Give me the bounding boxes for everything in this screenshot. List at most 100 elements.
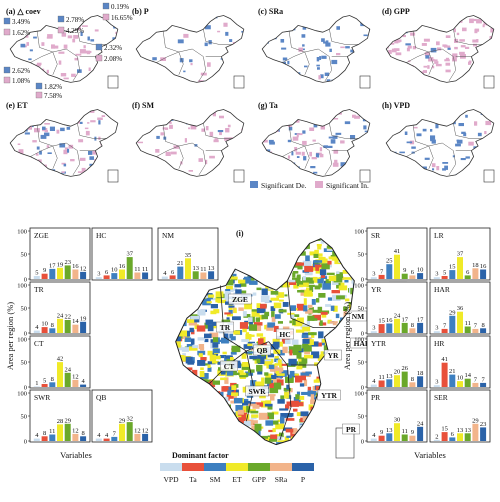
dominant-factor-cell [190,303,198,309]
map-cell [138,179,142,181]
dominant-factor-cell [307,238,312,243]
bar-gpp [64,265,71,279]
dominant-factor-cell [312,428,318,432]
map-cell [212,112,216,117]
dominant-factor-cell [224,294,229,301]
dominant-factor-cell [183,383,190,390]
dominant-factor-cell [273,302,282,309]
y-tick-label: 100 [354,391,364,398]
map-cell [331,59,338,65]
dominant-factor-cell [280,238,290,243]
dominant-factor-cell [325,449,329,456]
dominant-factor-cell [200,367,204,370]
bar-ta [41,384,48,387]
map-cell [46,69,49,74]
region-tag-har: HAR [354,339,371,348]
map-cell [393,118,398,121]
map-cell [40,134,47,139]
dominant-factor-cell [247,351,257,354]
dominant-factor-cell [248,451,256,454]
bar-value-label: 41 [441,356,448,363]
region-border [304,145,310,169]
map-cell [109,90,112,94]
map-cell [169,124,173,129]
dominant-factor-cell [190,398,194,405]
map-cell [94,29,99,32]
map-cell [99,75,102,78]
map-cell [34,173,38,177]
dominant-factor-cell [230,262,239,266]
region-border [428,51,434,75]
dominant-factor-cell [303,379,308,387]
map-cell [94,165,99,168]
percent-label: 7.58% [44,92,62,100]
map-cell [345,69,348,74]
dominant-factor-cell [264,377,272,384]
dominant-factor-cell [311,318,318,321]
map-cell [10,157,14,161]
dominant-factor-cell [357,402,364,408]
map-panel-7: (g) Ta [258,101,371,183]
bar-value-label: 4 [372,432,376,439]
dominant-factor-cell [224,420,230,423]
dominant-factor-cell [238,290,247,294]
dominant-factor-cell [270,434,278,440]
dominant-factor-cell [301,375,306,381]
dominant-factor-cell [273,282,282,287]
dominant-factor-cell [302,276,306,281]
map-cell [149,180,154,183]
map-cell [456,32,460,36]
bar-sm [49,382,56,387]
bar-sm [449,374,456,387]
map-cell [393,48,400,51]
map-cell [154,24,159,27]
map-cell [495,135,500,137]
map-cell [71,118,77,123]
map-cell [448,89,451,93]
dominant-factor-cell [175,394,181,401]
dominant-factor-cell [329,453,333,457]
bar-value-label: 16 [386,317,393,324]
dominant-factor-cell [291,251,298,259]
dominant-factor-cell [199,438,204,442]
map-cell [481,149,487,154]
map-cell [447,45,451,48]
dominant-factor-cell [242,311,247,317]
dominant-factor-cell [303,305,308,312]
dominant-factor-cell [320,360,327,366]
dominant-factor-cell [299,395,305,400]
dominant-factor-cell [248,262,255,265]
dominant-factor-cell [269,267,277,272]
dominant-factor-cell [324,415,329,421]
map-cell [152,57,157,61]
bar-vpd [433,385,440,387]
dominant-factor-cell [316,468,319,473]
map-cell [119,139,124,142]
bar-value-label: 29 [64,417,71,424]
bar-value-label: 3 [435,379,438,386]
map-cell [69,180,75,184]
map-cell [436,25,440,29]
dominant-factor-cell [264,441,272,445]
bar-value-label: 28 [57,418,64,425]
map-cell [463,75,469,78]
bar-value-label: 8 [43,430,46,437]
dominant-factor-cell [246,405,251,413]
bar-value-label: 12 [72,427,79,434]
bar-value-label: 8 [411,322,414,329]
dominant-factor-cell [308,304,313,308]
dominant-factor-cell [301,391,311,395]
increase-swatch [315,181,323,188]
map-cell [79,49,86,54]
map-cell [190,63,193,66]
map-cell [156,135,160,139]
dominant-factor-cell [320,429,329,437]
bar-ta [441,362,448,387]
map-cell [21,86,23,90]
dominant-factor-cell [205,445,213,448]
map-cell [119,84,125,87]
map-cell [386,59,389,64]
dominant-factor-cell [271,316,276,322]
dominant-factor-cell [193,423,201,431]
bar-value-label: 2 [435,433,438,440]
